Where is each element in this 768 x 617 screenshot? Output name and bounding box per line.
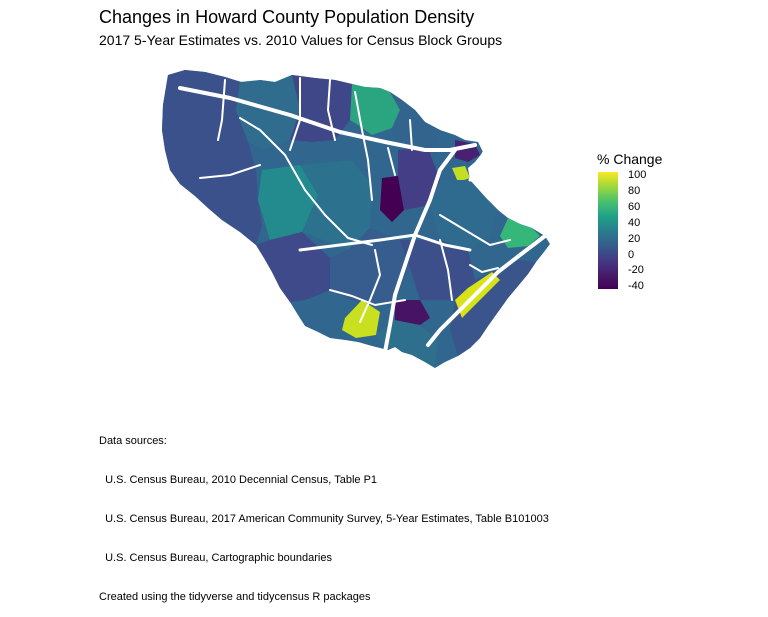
block-group-central-green <box>258 165 318 240</box>
caption-line: Created using the tidyverse and tidycens… <box>99 591 371 603</box>
block-group-dark-south <box>395 300 430 325</box>
block-group-south-center <box>330 228 410 305</box>
road-network <box>178 77 547 354</box>
legend-tick-80: 80 <box>628 185 641 197</box>
block-group-central <box>300 160 372 250</box>
road-local-10 <box>469 264 499 273</box>
block-group-northwest <box>236 75 300 150</box>
legend-color-bar <box>598 172 618 289</box>
block-group-dark-center <box>380 176 404 222</box>
block-group-purple-center <box>398 148 440 210</box>
legend-tick-minus-40: -40 <box>628 280 644 292</box>
road-local-5 <box>359 249 381 323</box>
block-group-southeast <box>450 260 536 356</box>
road-rt100 <box>468 150 486 182</box>
road-local-3 <box>199 164 261 179</box>
road-rt97 <box>217 79 226 141</box>
block-group-west <box>162 70 262 245</box>
road-local-1 <box>289 77 301 151</box>
road-rt216 <box>329 289 406 306</box>
road-rt108 <box>239 117 373 246</box>
legend-tick-60: 60 <box>628 201 641 213</box>
legend-tick-100: 100 <box>628 169 647 181</box>
caption: Data sources: U.S. Census Bureau, 2010 D… <box>99 409 549 617</box>
legend-tick-40: 40 <box>628 217 641 229</box>
caption-line: Data sources: <box>99 435 167 447</box>
block-group-east <box>430 180 498 250</box>
block-group-columbia <box>400 240 475 300</box>
map-title: Changes in Howard County Population Dens… <box>99 7 475 27</box>
block-group-north <box>290 75 352 142</box>
road-local-4 <box>439 214 511 246</box>
road-i95 <box>426 234 547 347</box>
block-group-yellow-ne <box>452 166 470 182</box>
road-us29 <box>383 148 457 354</box>
block-group-north-teal <box>350 84 400 135</box>
road-local-7 <box>327 79 336 141</box>
legend-tick-20: 20 <box>628 233 641 245</box>
road-local-8 <box>387 147 396 176</box>
block-group-northeast <box>390 92 440 160</box>
road-local-2 <box>354 91 373 201</box>
legend-tick-0: 0 <box>628 249 635 261</box>
caption-line: U.S. Census Bureau, 2017 American Commun… <box>99 513 549 525</box>
block-group-south <box>376 320 438 368</box>
choropleth-map <box>162 70 550 368</box>
legend-title: % Change <box>597 151 663 167</box>
road-local-6 <box>439 239 453 301</box>
road-rt32 <box>298 233 472 252</box>
caption-line: U.S. Census Bureau, 2010 Decennial Censu… <box>99 474 378 486</box>
map-subtitle: 2017 5-Year Estimates vs. 2010 Values fo… <box>99 32 503 48</box>
caption-line: U.S. Census Bureau, Cartographic boundar… <box>99 552 332 564</box>
legend-tick-minus-20: -20 <box>628 264 644 276</box>
road-local-9 <box>409 119 413 151</box>
